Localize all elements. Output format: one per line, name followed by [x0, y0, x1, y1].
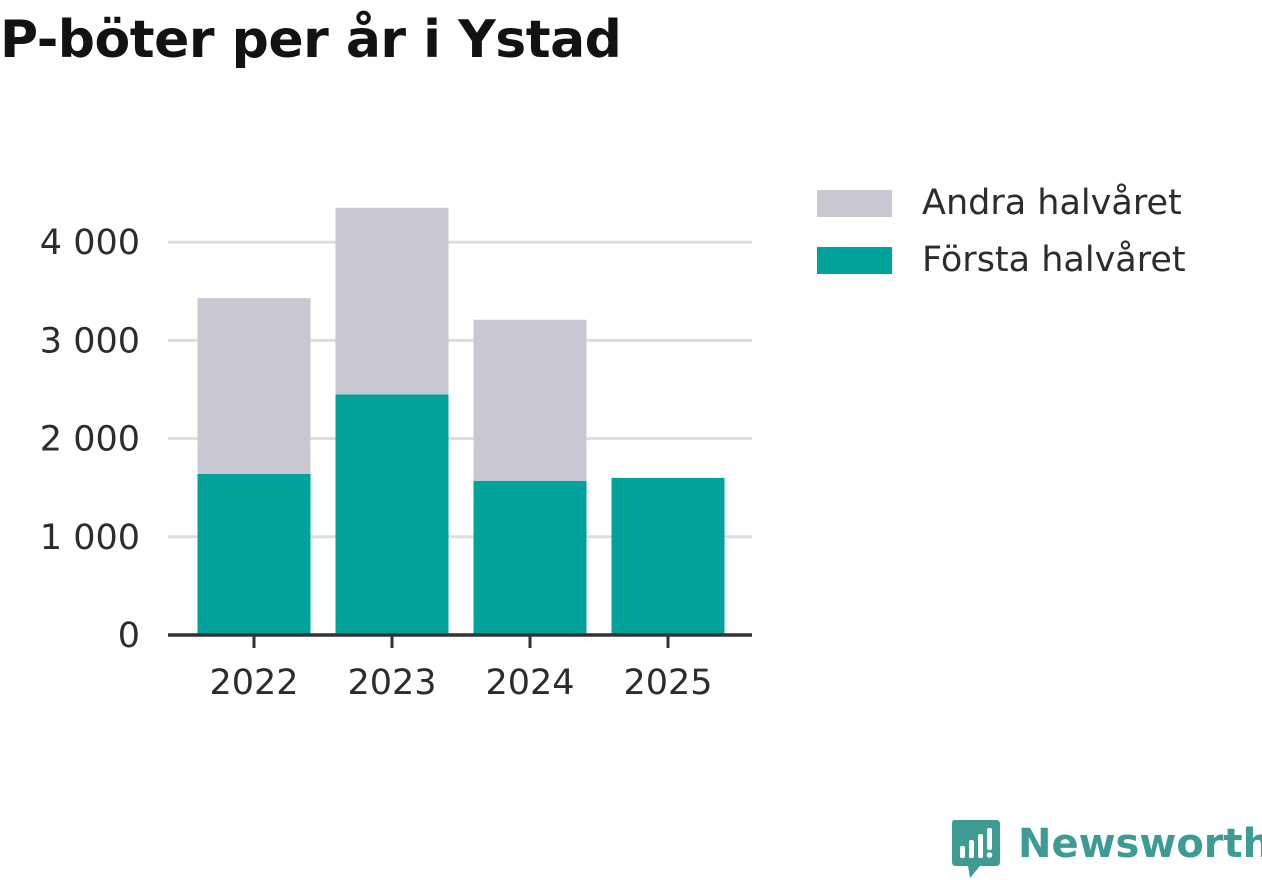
bar-second-half-2023	[335, 207, 449, 395]
y-tick-label: 3 000	[40, 321, 140, 361]
x-tick-label: 2023	[347, 663, 436, 703]
x-tick-label: 2025	[623, 663, 712, 703]
legend-label-first-half: Första halvåret	[922, 240, 1186, 280]
bar-chart: 0 1 000 2 000 3 000 4 000 2022 2023 2024 2025	[40, 207, 752, 703]
y-tick-label: 1 000	[40, 518, 140, 558]
x-axis	[168, 633, 752, 648]
newsworthy-logo-icon	[952, 820, 1000, 878]
bar-first-half-2024	[473, 480, 587, 635]
bar-second-half-2024	[473, 319, 587, 481]
y-tick-label: 4 000	[40, 223, 140, 263]
bar-second-half-2022	[197, 298, 311, 474]
x-tick-label: 2022	[209, 663, 298, 703]
legend-label-second-half: Andra halvåret	[922, 183, 1182, 223]
bar-first-half-2022	[197, 473, 311, 635]
bar-first-half-2025	[611, 477, 725, 635]
legend-swatch-second-half	[817, 190, 892, 217]
brand-name: Newsworthy	[1018, 821, 1262, 867]
chart-title: P-böter per år i Ystad	[0, 10, 622, 70]
y-tick-label: 0	[118, 616, 140, 656]
legend-swatch-first-half	[817, 247, 892, 274]
y-tick-label: 2 000	[40, 420, 140, 460]
x-axis-labels: 2022 2023 2024 2025	[209, 663, 712, 703]
bars	[197, 207, 725, 635]
y-axis-labels: 0 1 000 2 000 3 000 4 000	[40, 223, 140, 656]
bar-first-half-2023	[335, 394, 449, 635]
x-tick-label: 2024	[485, 663, 574, 703]
